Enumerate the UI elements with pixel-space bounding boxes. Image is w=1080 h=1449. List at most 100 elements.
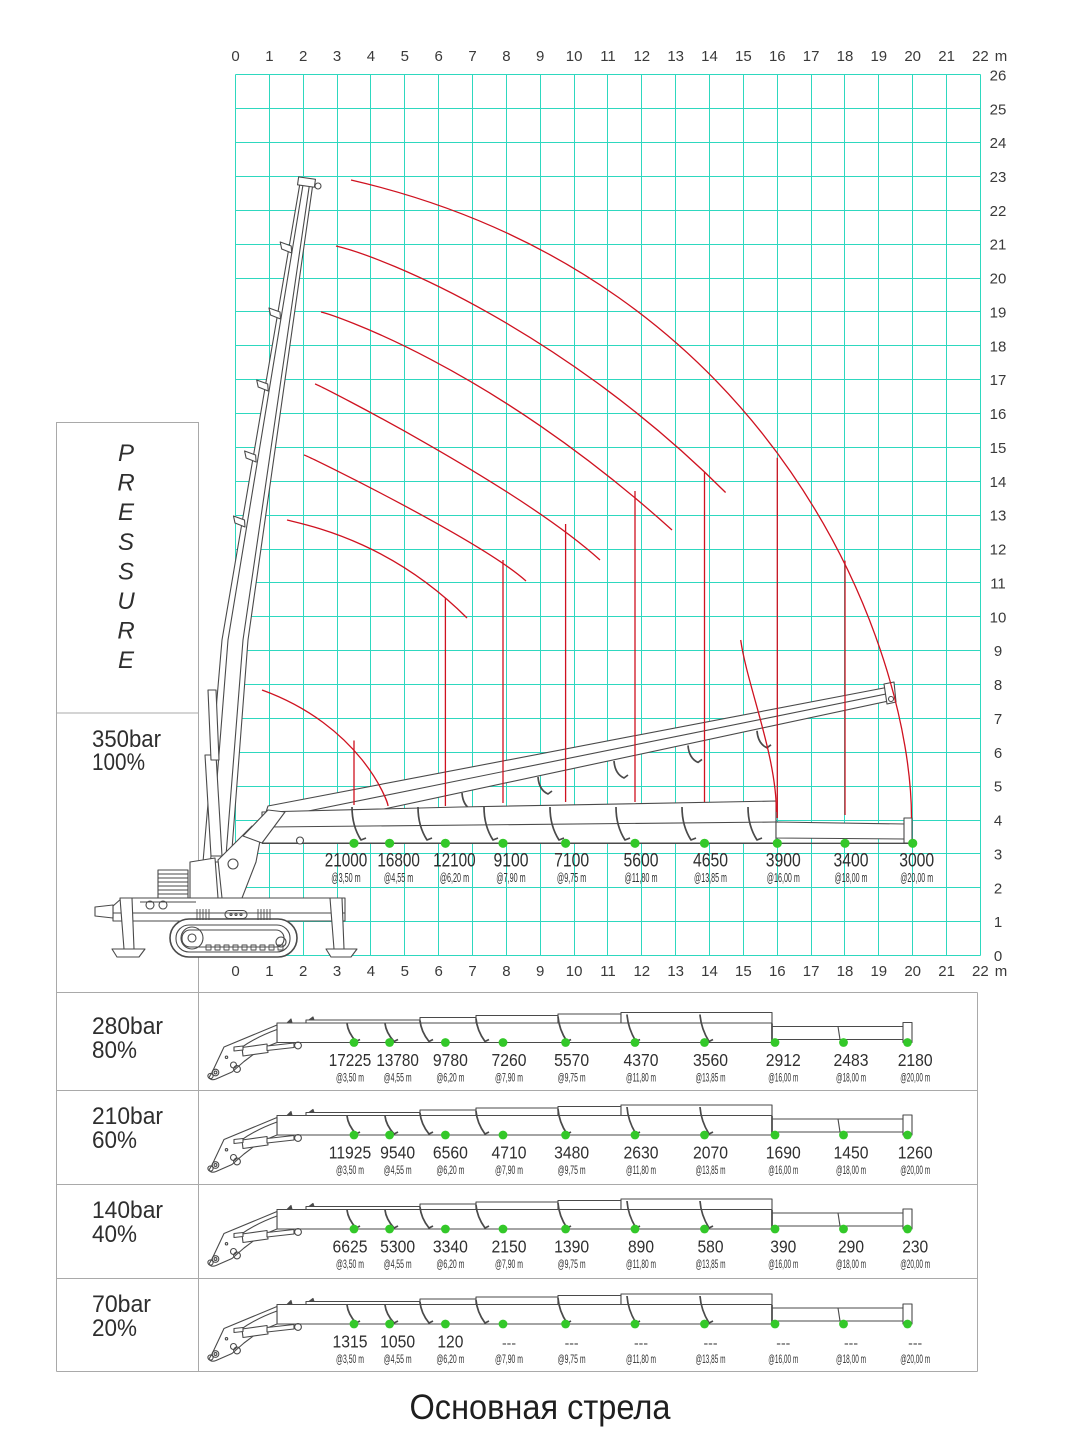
svg-text:80%: 80% xyxy=(92,1037,137,1064)
svg-text:@16,00 m: @16,00 m xyxy=(768,1352,798,1366)
svg-text:13780: 13780 xyxy=(376,1050,419,1070)
svg-text:@16,00 m: @16,00 m xyxy=(767,871,800,885)
svg-text:5: 5 xyxy=(994,779,1002,796)
svg-text:U: U xyxy=(117,588,135,615)
svg-text:1050: 1050 xyxy=(380,1332,415,1352)
svg-text:5300: 5300 xyxy=(380,1237,415,1257)
svg-text:22: 22 xyxy=(990,203,1007,220)
svg-text:---: --- xyxy=(908,1336,922,1351)
svg-text:9780: 9780 xyxy=(433,1050,468,1070)
svg-text:@16,00 m: @16,00 m xyxy=(768,1071,798,1085)
svg-text:5: 5 xyxy=(401,48,409,65)
svg-text:1: 1 xyxy=(994,914,1002,931)
svg-text:4370: 4370 xyxy=(624,1050,659,1070)
svg-text:13: 13 xyxy=(667,48,684,65)
svg-text:350bar: 350bar xyxy=(92,726,161,753)
svg-text:@20,00 m: @20,00 m xyxy=(900,1352,930,1366)
svg-text:P: P xyxy=(118,440,134,467)
svg-text:580: 580 xyxy=(698,1237,724,1257)
svg-text:19: 19 xyxy=(870,963,887,980)
svg-text:@6,20 m: @6,20 m xyxy=(436,1257,464,1271)
svg-text:3000: 3000 xyxy=(899,850,934,872)
svg-text:17225: 17225 xyxy=(329,1050,372,1070)
svg-text:@9,75 m: @9,75 m xyxy=(558,1257,586,1271)
svg-text:@18,00 m: @18,00 m xyxy=(836,1352,866,1366)
svg-text:2: 2 xyxy=(299,48,307,65)
svg-text:20: 20 xyxy=(990,271,1007,288)
svg-text:@6,20 m: @6,20 m xyxy=(436,1352,464,1366)
svg-text:8: 8 xyxy=(502,963,510,980)
svg-text:21: 21 xyxy=(938,963,955,980)
svg-text:2180: 2180 xyxy=(898,1050,933,1070)
svg-text:@13,85 m: @13,85 m xyxy=(696,1257,726,1271)
svg-text:7260: 7260 xyxy=(492,1050,527,1070)
svg-text:140bar: 140bar xyxy=(92,1197,163,1224)
svg-text:1315: 1315 xyxy=(333,1332,368,1352)
svg-text:E: E xyxy=(118,647,135,674)
svg-text:@6,20 m: @6,20 m xyxy=(440,871,469,885)
svg-text:1: 1 xyxy=(265,963,273,980)
svg-text:6625: 6625 xyxy=(333,1237,368,1257)
svg-text:2: 2 xyxy=(994,880,1002,897)
svg-text:m: m xyxy=(995,48,1008,65)
svg-text:@11,80 m: @11,80 m xyxy=(625,871,658,885)
svg-text:@11,80 m: @11,80 m xyxy=(626,1352,656,1366)
svg-text:S: S xyxy=(118,529,134,556)
svg-text:15: 15 xyxy=(735,963,752,980)
svg-text:2150: 2150 xyxy=(492,1237,527,1257)
svg-text:12100: 12100 xyxy=(433,850,476,872)
svg-text:@9,75 m: @9,75 m xyxy=(558,1163,586,1177)
svg-text:5: 5 xyxy=(401,963,409,980)
svg-text:9: 9 xyxy=(536,48,544,65)
svg-text:11: 11 xyxy=(600,963,616,980)
svg-text:@11,80 m: @11,80 m xyxy=(626,1257,656,1271)
svg-text:16800: 16800 xyxy=(377,850,420,872)
svg-text:@18,00 m: @18,00 m xyxy=(836,1163,866,1177)
svg-text:---: --- xyxy=(776,1336,790,1351)
svg-text:210bar: 210bar xyxy=(92,1103,163,1130)
svg-text:@4,55 m: @4,55 m xyxy=(384,1071,412,1085)
svg-text:1390: 1390 xyxy=(554,1237,589,1257)
svg-text:11: 11 xyxy=(990,575,1006,592)
svg-text:22: 22 xyxy=(972,48,989,65)
svg-text:10: 10 xyxy=(566,48,583,65)
svg-text:3480: 3480 xyxy=(554,1143,589,1163)
svg-text:20: 20 xyxy=(904,963,921,980)
svg-text:3560: 3560 xyxy=(693,1050,728,1070)
svg-text:4710: 4710 xyxy=(492,1143,527,1163)
svg-text:@7,90 m: @7,90 m xyxy=(495,1352,523,1366)
svg-text:16: 16 xyxy=(990,406,1007,423)
svg-text:16: 16 xyxy=(769,963,786,980)
svg-text:14: 14 xyxy=(701,48,718,65)
svg-text:@13,85 m: @13,85 m xyxy=(696,1352,726,1366)
svg-text:390: 390 xyxy=(770,1237,796,1257)
svg-text:@4,55 m: @4,55 m xyxy=(384,1163,412,1177)
svg-text:3400: 3400 xyxy=(834,850,869,872)
svg-text:@9,75 m: @9,75 m xyxy=(557,871,586,885)
svg-text:S: S xyxy=(118,558,134,585)
svg-text:@20,00 m: @20,00 m xyxy=(900,1071,930,1085)
svg-text:2912: 2912 xyxy=(766,1050,801,1070)
svg-text:4: 4 xyxy=(367,963,375,980)
svg-text:@3,50 m: @3,50 m xyxy=(336,1352,364,1366)
svg-text:17: 17 xyxy=(803,963,820,980)
svg-text:9100: 9100 xyxy=(494,850,529,872)
svg-text:25: 25 xyxy=(990,101,1007,118)
svg-text:24: 24 xyxy=(990,135,1007,152)
svg-text:12: 12 xyxy=(990,542,1007,559)
svg-text:6560: 6560 xyxy=(433,1143,468,1163)
svg-text:13: 13 xyxy=(990,508,1007,525)
svg-text:@18,00 m: @18,00 m xyxy=(836,1071,866,1085)
svg-text:---: --- xyxy=(704,1336,718,1351)
svg-text:@3,50 m: @3,50 m xyxy=(336,1071,364,1085)
svg-text:6: 6 xyxy=(994,745,1002,762)
svg-text:3: 3 xyxy=(333,963,341,980)
svg-text:22: 22 xyxy=(972,963,989,980)
svg-text:Основная стрела: Основная стрела xyxy=(410,1388,671,1427)
svg-text:18: 18 xyxy=(990,338,1007,355)
svg-text:6: 6 xyxy=(435,963,443,980)
svg-text:5570: 5570 xyxy=(554,1050,589,1070)
svg-text:21: 21 xyxy=(938,48,955,65)
svg-text:17: 17 xyxy=(990,372,1007,389)
svg-text:7100: 7100 xyxy=(554,850,589,872)
